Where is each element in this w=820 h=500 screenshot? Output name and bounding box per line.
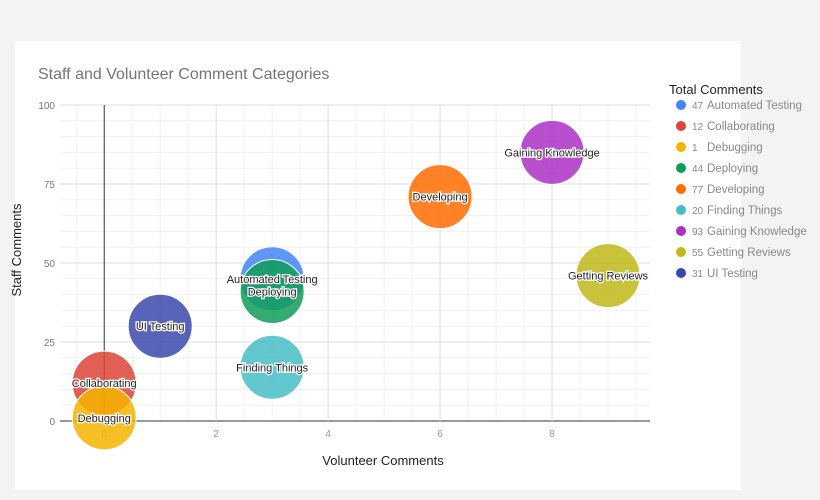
legend-title: Total Comments: [669, 82, 763, 97]
legend-marker: [676, 100, 686, 110]
bubble: [575, 243, 641, 309]
bubble-label: Debugging: [78, 413, 131, 425]
legend-marker: [676, 142, 686, 152]
legend-total: 1: [692, 143, 698, 154]
legend-total: 93: [692, 227, 704, 238]
bubble-label: Getting Reviews: [568, 271, 649, 283]
legend-label: Getting Reviews: [707, 247, 791, 259]
legend-marker: [676, 163, 686, 173]
legend-total: 77: [692, 185, 704, 196]
x-axis-label: Volunteer Comments: [322, 453, 444, 468]
bubble-label: UI Testing: [136, 321, 185, 333]
legend-label: Debugging: [707, 142, 763, 154]
bubble-label: Finding Things: [236, 362, 308, 374]
legend-total: 31: [692, 269, 704, 280]
x-tick-label: 4: [325, 429, 331, 440]
y-tick-label: 75: [44, 180, 56, 191]
legend-label: Deploying: [707, 163, 758, 175]
legend-label: Automated Testing: [707, 100, 802, 112]
legend-total: 12: [692, 122, 704, 133]
bubble: [239, 334, 305, 400]
y-tick-label: 0: [49, 417, 55, 428]
y-axis-label: Staff Comments: [9, 203, 24, 296]
chart-title: Staff and Volunteer Comment Categories: [38, 66, 329, 83]
bubble: [127, 293, 193, 359]
x-tick-label: 2: [213, 429, 219, 440]
bubble: [407, 164, 473, 230]
legend-marker: [676, 226, 686, 236]
legend-total: 55: [692, 248, 704, 259]
legend-label: Collaborating: [707, 121, 775, 133]
bubble: [239, 258, 305, 324]
legend-label: UI Testing: [707, 268, 758, 280]
y-tick-label: 100: [38, 101, 55, 112]
bubble: [519, 119, 585, 185]
y-tick-label: 25: [44, 338, 56, 349]
y-tick-label: 50: [44, 259, 56, 270]
legend-label: Finding Things: [707, 205, 782, 217]
bubble-label: Gaining Knowledge: [504, 147, 599, 159]
legend-marker: [676, 268, 686, 278]
legend-marker: [676, 184, 686, 194]
legend-label: Gaining Knowledge: [707, 226, 807, 238]
legend-label: Developing: [707, 184, 765, 196]
bubble-label: Deploying: [248, 286, 297, 298]
bubble-label: Collaborating: [72, 378, 137, 390]
legend-total: 47: [692, 101, 704, 112]
legend-total: 20: [692, 206, 704, 217]
bubble: [71, 385, 137, 451]
legend-marker: [676, 205, 686, 215]
bubble-label: Developing: [413, 192, 468, 204]
x-tick-label: 8: [549, 429, 555, 440]
legend-marker: [676, 121, 686, 131]
legend-marker: [676, 247, 686, 257]
bubble-label: Automated Testing: [227, 274, 318, 286]
legend-total: 44: [692, 164, 704, 175]
x-tick-label: 6: [437, 429, 443, 440]
